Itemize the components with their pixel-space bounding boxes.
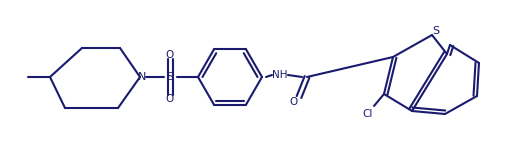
Text: S: S bbox=[432, 26, 440, 36]
Text: Cl: Cl bbox=[363, 109, 373, 119]
Text: O: O bbox=[290, 97, 298, 107]
Text: O: O bbox=[166, 94, 174, 104]
Text: NH: NH bbox=[272, 70, 288, 80]
Text: O: O bbox=[166, 50, 174, 60]
Text: S: S bbox=[167, 72, 173, 82]
Text: N: N bbox=[138, 72, 146, 82]
